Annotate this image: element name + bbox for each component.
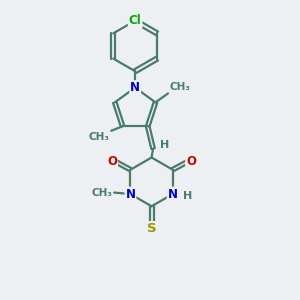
Text: CH₃: CH₃ bbox=[169, 82, 190, 92]
Text: CH₃: CH₃ bbox=[89, 132, 110, 142]
Text: Cl: Cl bbox=[129, 14, 142, 27]
Text: H: H bbox=[160, 140, 169, 150]
Text: N: N bbox=[130, 81, 140, 94]
Text: O: O bbox=[186, 155, 196, 168]
Text: CH₃: CH₃ bbox=[92, 188, 112, 198]
Text: N: N bbox=[125, 188, 136, 201]
Text: H: H bbox=[183, 190, 192, 200]
Text: O: O bbox=[107, 155, 117, 168]
Text: S: S bbox=[147, 222, 156, 235]
Text: N: N bbox=[168, 188, 178, 201]
